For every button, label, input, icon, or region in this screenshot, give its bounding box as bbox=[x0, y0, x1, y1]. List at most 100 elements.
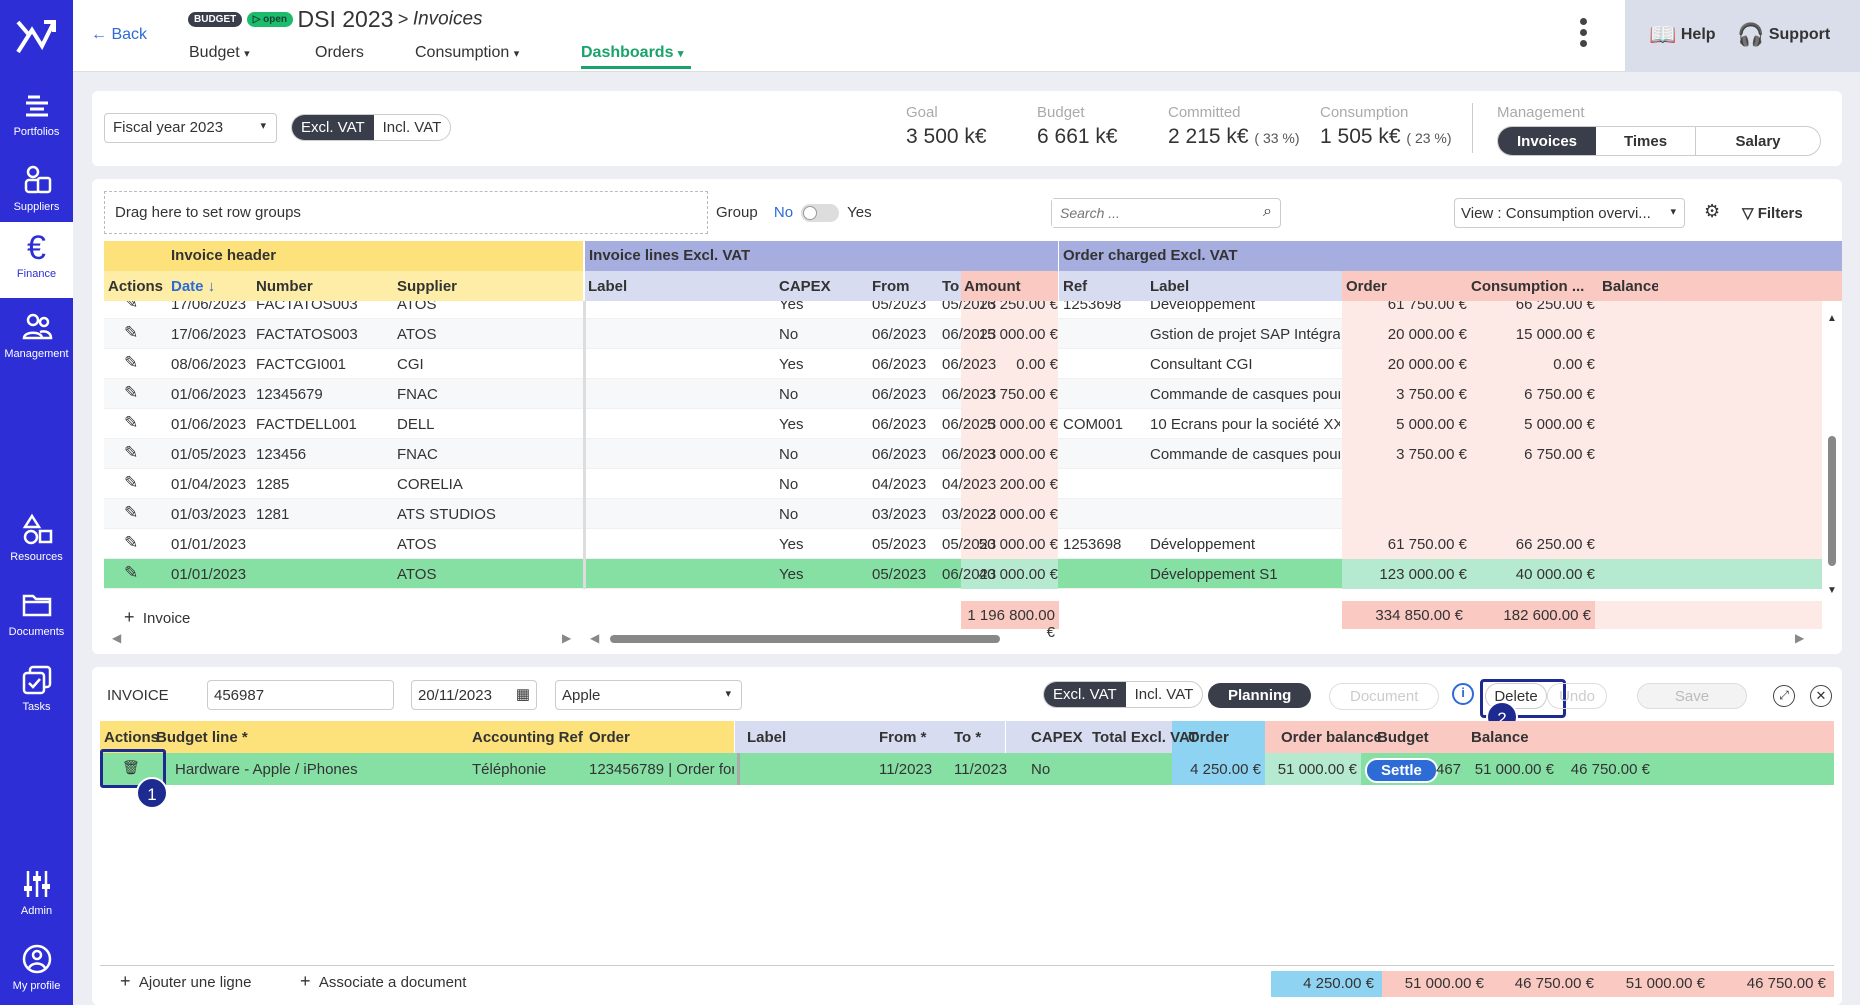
table-row[interactable]: ✎ 17/06/2023 FACTATOS003 ATOS No 06/2023 06/20… bbox=[104, 319, 1822, 349]
table-cell[interactable]: Yes bbox=[779, 356, 804, 373]
table-cell[interactable]: 01/04/2023 bbox=[171, 476, 247, 493]
col-accounting-ref[interactable]: Accounting Ref bbox=[472, 729, 583, 746]
table-cell[interactable]: 05/2023 bbox=[872, 536, 927, 553]
table-cell[interactable]: 10 Ecrans pour la société XX bbox=[1150, 416, 1340, 433]
table-cell[interactable]: 5 000.00 € bbox=[1396, 416, 1467, 433]
nav-consumption[interactable]: Consumption ▾ bbox=[415, 44, 519, 62]
table-cell[interactable]: 0.00 € bbox=[1553, 356, 1595, 373]
edit-pencil-icon[interactable]: ✎ bbox=[124, 353, 139, 372]
table-cell[interactable]: 01/03/2023 bbox=[171, 506, 247, 523]
col-supplier[interactable]: Supplier bbox=[397, 278, 458, 295]
table-cell[interactable]: 06/2023 bbox=[942, 386, 997, 403]
table-cell[interactable]: FACTDELL001 bbox=[256, 416, 357, 433]
col-consumption[interactable]: Consumption ... bbox=[1471, 278, 1585, 295]
table-cell[interactable]: Yes bbox=[779, 301, 804, 313]
col-order-label[interactable]: Label bbox=[1150, 278, 1190, 295]
tab-salary[interactable]: Salary bbox=[1735, 133, 1781, 150]
table-cell[interactable]: Développement bbox=[1150, 536, 1256, 553]
undo-button[interactable]: Undo bbox=[1547, 683, 1607, 709]
table-cell[interactable]: 3 750.00 € bbox=[1396, 446, 1467, 463]
horizontal-scroll-thumb[interactable] bbox=[610, 635, 1000, 643]
gear-icon[interactable]: ⚙ bbox=[1704, 201, 1721, 221]
table-cell[interactable]: DELL bbox=[397, 416, 435, 433]
table-row[interactable]: ✎ 01/06/2023 FACTDELL001 DELL Yes 06/2023 06/2… bbox=[104, 409, 1822, 439]
table-cell[interactable]: 123 000.00 € bbox=[1379, 566, 1467, 583]
table-cell[interactable]: FACTATOS003 bbox=[256, 326, 358, 343]
table-cell[interactable]: 06/2023 bbox=[872, 416, 927, 433]
edit-pencil-icon[interactable]: ✎ bbox=[124, 533, 139, 552]
fiscal-year-select[interactable]: Fiscal year 2023 ▾ bbox=[104, 113, 277, 143]
col-from[interactable]: From * bbox=[879, 729, 927, 746]
calendar-icon[interactable]: ▦ bbox=[515, 686, 530, 703]
table-cell[interactable]: Commande de casques pour PC bbox=[1150, 386, 1340, 403]
table-cell[interactable]: FACTCGI001 bbox=[256, 356, 347, 373]
cell-order[interactable]: 123456789 | Order for ip... bbox=[589, 761, 734, 778]
table-cell[interactable]: 06/2023 bbox=[872, 386, 927, 403]
sidebar-item-portfolios[interactable]: Portfolios bbox=[0, 78, 73, 150]
col-to[interactable]: To * bbox=[954, 729, 982, 746]
table-cell[interactable]: 03/2023 bbox=[942, 506, 997, 523]
table-cell[interactable]: ATOS bbox=[397, 301, 437, 313]
col-actions[interactable]: Actions bbox=[108, 278, 164, 295]
table-cell[interactable]: No bbox=[779, 386, 799, 403]
table-cell[interactable]: 123456 bbox=[256, 446, 307, 463]
table-cell[interactable]: FNAC bbox=[397, 446, 438, 463]
settle-button[interactable]: Settle bbox=[1365, 758, 1438, 783]
table-cell[interactable]: No bbox=[779, 326, 799, 343]
table-row[interactable]: ✎ 01/05/2023 123456 FNAC No 06/2023 06/2023 3 0… bbox=[104, 439, 1822, 469]
table-cell[interactable]: 1281 bbox=[256, 506, 290, 523]
tab-invoices[interactable]: Invoices bbox=[1498, 127, 1596, 155]
table-cell[interactable]: 01/06/2023 bbox=[171, 416, 247, 433]
scroll-left-icon[interactable]: ◀ bbox=[590, 631, 600, 645]
table-cell[interactable]: Consultant CGI bbox=[1150, 356, 1253, 373]
table-cell[interactable]: 05/2023 bbox=[942, 536, 997, 553]
table-cell[interactable]: 66 250.00 € bbox=[1515, 536, 1595, 553]
back-link[interactable]: ← Back bbox=[91, 26, 147, 44]
col-total-excl-vat[interactable]: Total Excl. VAT bbox=[1092, 729, 1198, 746]
table-cell[interactable]: 3 750.00 € bbox=[987, 386, 1058, 403]
nav-dashboards[interactable]: Dashboards ▾ bbox=[581, 44, 692, 69]
table-cell[interactable]: 03/2023 bbox=[872, 506, 927, 523]
table-cell[interactable]: 06/2023 bbox=[942, 416, 997, 433]
table-cell[interactable]: ATS STUDIOS bbox=[397, 506, 496, 523]
table-cell[interactable]: CORELIA bbox=[397, 476, 463, 493]
col-order[interactable]: Order bbox=[1346, 278, 1387, 295]
table-row[interactable]: ✎ 08/06/2023 FACTCGI001 CGI Yes 06/2023 06/202… bbox=[104, 349, 1822, 379]
table-cell[interactable]: Gstion de projet SAP Intégration bbox=[1150, 326, 1340, 343]
table-cell[interactable]: 06/2023 bbox=[942, 566, 997, 583]
table-cell[interactable]: 04/2023 bbox=[942, 476, 997, 493]
table-cell[interactable]: 200.00 € bbox=[999, 476, 1058, 493]
table-cell[interactable]: 12345679 bbox=[256, 386, 323, 403]
col-amount[interactable]: Amount bbox=[964, 278, 1021, 295]
table-cell[interactable]: 66 250.00 € bbox=[1515, 301, 1595, 313]
search-field[interactable] bbox=[1052, 199, 1242, 227]
close-icon[interactable]: ✕ bbox=[1810, 685, 1832, 707]
expand-icon[interactable]: ⤢ bbox=[1773, 685, 1795, 707]
table-cell[interactable]: 6 750.00 € bbox=[1524, 446, 1595, 463]
col-number[interactable]: Number bbox=[256, 278, 313, 295]
table-cell[interactable]: 20 000.00 € bbox=[1387, 356, 1467, 373]
filters-button[interactable]: ▽ Filters bbox=[1742, 204, 1803, 222]
save-button[interactable]: Save bbox=[1637, 683, 1747, 709]
table-cell[interactable]: 6 750.00 € bbox=[1524, 386, 1595, 403]
sidebar-item-admin[interactable]: Admin bbox=[0, 857, 73, 929]
table-cell[interactable]: 50 000.00 € bbox=[978, 536, 1058, 553]
table-cell[interactable]: 61 750.00 € bbox=[1387, 536, 1467, 553]
table-cell[interactable]: 20 000.00 € bbox=[1387, 326, 1467, 343]
edit-pencil-icon[interactable]: ✎ bbox=[124, 323, 139, 342]
table-cell[interactable]: Yes bbox=[779, 566, 804, 583]
table-cell[interactable]: Commande de casques pour PC bbox=[1150, 446, 1340, 463]
associate-document-button[interactable]: + Associate a document bbox=[300, 971, 466, 992]
supplier-select[interactable]: Apple ▾ bbox=[555, 680, 742, 710]
table-row[interactable]: ✎ 01/06/2023 12345679 FNAC No 06/2023 06/2023 3… bbox=[104, 379, 1822, 409]
col-line-label[interactable]: Label bbox=[588, 278, 628, 295]
edit-pencil-icon[interactable]: ✎ bbox=[124, 413, 139, 432]
edit-pencil-icon[interactable]: ✎ bbox=[124, 443, 139, 462]
search-icon[interactable]: ⌕ bbox=[1263, 203, 1272, 220]
invoice-number-input[interactable]: 456987 bbox=[207, 680, 394, 710]
scroll-right-icon[interactable]: ▶ bbox=[1795, 631, 1805, 645]
search-input[interactable]: ⌕ bbox=[1051, 198, 1281, 228]
table-cell[interactable]: 5 000.00 € bbox=[987, 416, 1058, 433]
table-cell[interactable]: 1285 bbox=[256, 476, 290, 493]
table-row[interactable]: ✎ 01/01/2023 ATOS Yes 05/2023 05/2023 50 000.0… bbox=[104, 529, 1822, 559]
